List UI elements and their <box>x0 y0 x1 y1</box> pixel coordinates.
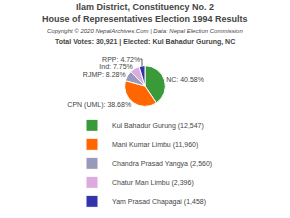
svg-text:Ilam District, Constituency No: Ilam District, Constituency No. 2 <box>76 2 214 12</box>
svg-text:Yam Prasad Chapagai (1,458): Yam Prasad Chapagai (1,458) <box>112 198 206 206</box>
svg-text:Mani Kumar Limbu (11,960): Mani Kumar Limbu (11,960) <box>112 141 198 149</box>
svg-text:Ind: 7.75%: Ind: 7.75% <box>99 63 132 70</box>
svg-text:House of Representatives Elect: House of Representatives Election 1994 R… <box>42 14 248 24</box>
svg-text:Kul Bahadur Gurung (12,547): Kul Bahadur Gurung (12,547) <box>112 122 204 130</box>
svg-text:CPN (UML): 38.68%: CPN (UML): 38.68% <box>67 101 131 109</box>
svg-text:RPP: 4.72%: RPP: 4.72% <box>102 56 140 63</box>
svg-text:Total Votes: 30,921 | Elected:: Total Votes: 30,921 | Elected: Kul Bahad… <box>55 38 235 46</box>
svg-text:Chatur Man Limbu (2,396): Chatur Man Limbu (2,396) <box>112 179 194 187</box>
svg-text:RJMP: 8.28%: RJMP: 8.28% <box>83 71 126 78</box>
svg-text:NC: 40.58%: NC: 40.58% <box>166 76 204 83</box>
svg-text:Copyright © 2020 NepalArchives: Copyright © 2020 NepalArchives.Com | Dat… <box>47 28 243 34</box>
svg-text:Chandra Prasad Yangya (2,560): Chandra Prasad Yangya (2,560) <box>112 160 212 168</box>
